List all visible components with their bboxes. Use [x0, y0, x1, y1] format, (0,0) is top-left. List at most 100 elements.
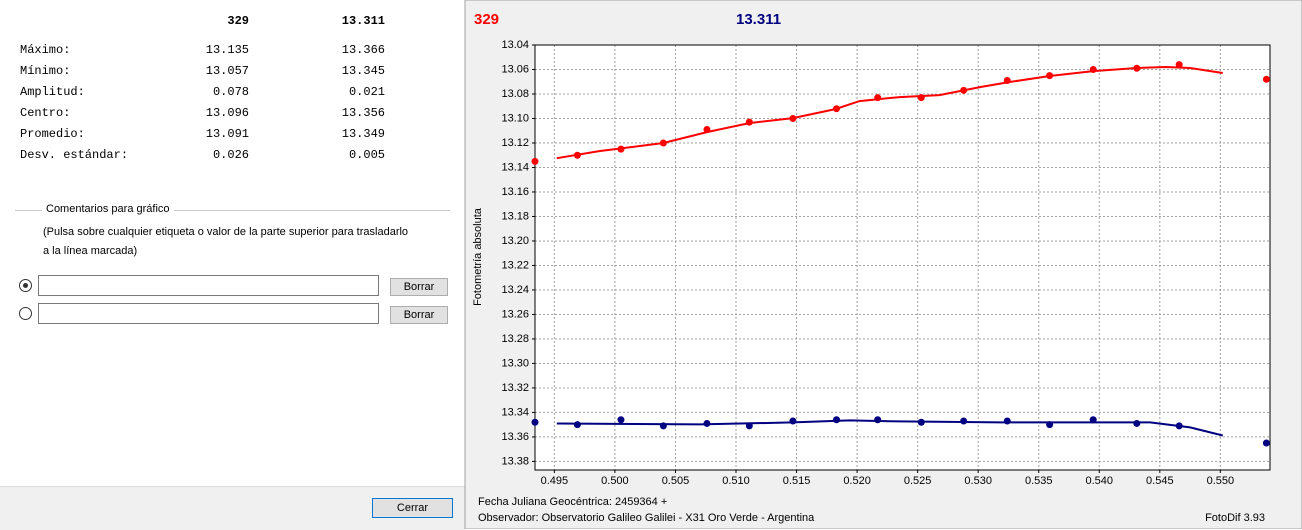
footer-version: FotoDif 3.93: [1205, 512, 1265, 524]
data-point: [1089, 416, 1097, 424]
stats-panel: 329 13.311 Máximo: 13.135 13.366 Mínimo: 13.05…: [0, 0, 465, 530]
data-point: [1046, 421, 1054, 429]
data-point: [617, 145, 625, 153]
close-button[interactable]: Cerrar: [372, 498, 453, 518]
plot-area: [535, 45, 1270, 470]
data-point: [789, 114, 797, 122]
plot-border: [534, 44, 1271, 471]
fit-line: [556, 419, 1224, 437]
data-point: [1133, 64, 1141, 72]
data-point: [1003, 417, 1011, 425]
data-point: [573, 151, 581, 159]
stat-value: 13.345: [341, 64, 385, 78]
footer-date: Fecha Juliana Geocéntrica: 2459364 +: [478, 496, 667, 508]
x-tick-label: 0.520: [843, 475, 871, 487]
legend-label: 329: [474, 11, 499, 28]
data-point: [789, 417, 797, 425]
y-tick-label: 13.24: [501, 284, 529, 296]
y-tick-label: 13.12: [501, 137, 529, 149]
stat-value: 13.349: [341, 127, 385, 141]
data-point: [573, 421, 581, 429]
y-tick-label: 13.10: [501, 112, 529, 124]
stat-label: Máximo:: [20, 43, 71, 57]
clear-button[interactable]: Borrar: [390, 306, 448, 324]
stat-value: 13.057: [205, 64, 249, 78]
data-point: [617, 416, 625, 424]
data-point: [960, 86, 968, 94]
stat-label: Centro:: [20, 106, 71, 120]
x-tick-label: 0.515: [783, 475, 811, 487]
stat-value: 13.135: [205, 43, 249, 57]
y-tick-label: 13.08: [501, 88, 529, 100]
data-point: [1262, 439, 1270, 447]
data-point: [1175, 422, 1183, 430]
stat-value: 0.026: [212, 148, 249, 162]
y-tick-label: 13.38: [501, 455, 529, 467]
y-tick-label: 13.28: [501, 333, 529, 345]
legend-label: 13.311: [736, 11, 781, 28]
y-tick-label: 13.18: [501, 210, 529, 222]
clear-button[interactable]: Borrar: [390, 278, 448, 296]
stat-value: 13.096: [205, 106, 249, 120]
data-point: [1089, 65, 1097, 73]
data-point: [1003, 77, 1011, 85]
data-point: [833, 416, 841, 424]
x-tick-label: 0.535: [1025, 475, 1053, 487]
data-point: [1133, 419, 1141, 427]
stat-label: Mínimo:: [20, 64, 71, 78]
y-tick-label: 13.32: [501, 382, 529, 394]
y-tick-label: 13.14: [501, 161, 529, 173]
y-tick-label: 13.30: [501, 357, 529, 369]
instructions: (Pulsa sobre cualquier etiqueta o valor …: [43, 226, 409, 257]
data-point: [745, 118, 753, 126]
y-tick-label: 13.16: [501, 186, 529, 198]
y-tick-label: 13.36: [501, 431, 529, 443]
x-tick-label: 0.550: [1207, 475, 1235, 487]
radio[interactable]: [19, 307, 32, 320]
comment-input[interactable]: [38, 303, 379, 324]
chart-panel: [464, 0, 1302, 529]
data-point: [703, 419, 711, 427]
data-point: [703, 126, 711, 134]
x-tick-label: 0.545: [1146, 475, 1174, 487]
footer-observer: Observador: Observatorio Galileo Galilei…: [478, 512, 815, 524]
x-tick-label: 0.500: [601, 475, 629, 487]
x-tick-label: 0.525: [904, 475, 932, 487]
stat-label: Desv. estándar:: [20, 148, 129, 162]
data-point: [659, 139, 667, 147]
data-point: [1175, 61, 1183, 69]
data-point: [960, 417, 968, 425]
y-tick-label: 13.20: [501, 235, 529, 247]
y-tick-label: 13.26: [501, 308, 529, 320]
stat-value: 13.366: [341, 43, 385, 57]
x-tick-label: 0.510: [722, 475, 750, 487]
x-tick-label: 0.495: [541, 475, 569, 487]
data-point: [659, 422, 667, 430]
data-point: [917, 94, 925, 102]
data-point: [531, 418, 539, 426]
stat-value: 0.078: [212, 85, 249, 99]
group-line: [15, 210, 450, 211]
data-point: [1262, 75, 1270, 83]
radio-selected[interactable]: [19, 279, 32, 292]
data-point: [745, 422, 753, 430]
fit-line: [556, 65, 1223, 160]
stat-label: Amplitud:: [20, 85, 85, 99]
y-tick-label: 13.06: [501, 63, 529, 75]
x-tick-label: 0.540: [1086, 475, 1114, 487]
data-point: [1046, 72, 1054, 80]
column-header: 329: [227, 14, 249, 28]
x-tick-label: 0.505: [662, 475, 690, 487]
stat-value: 13.091: [205, 127, 249, 141]
stat-value: 13.356: [341, 106, 385, 120]
comment-input[interactable]: [38, 275, 379, 296]
y-axis-label: Fotometría absoluta: [472, 207, 484, 306]
x-tick-label: 0.530: [964, 475, 992, 487]
data-point: [531, 157, 539, 165]
stat-label: Promedio:: [20, 127, 85, 141]
stat-value: 0.021: [348, 85, 385, 99]
y-tick-label: 13.22: [501, 259, 529, 271]
stat-value: 0.005: [348, 148, 385, 162]
data-point: [874, 416, 882, 424]
